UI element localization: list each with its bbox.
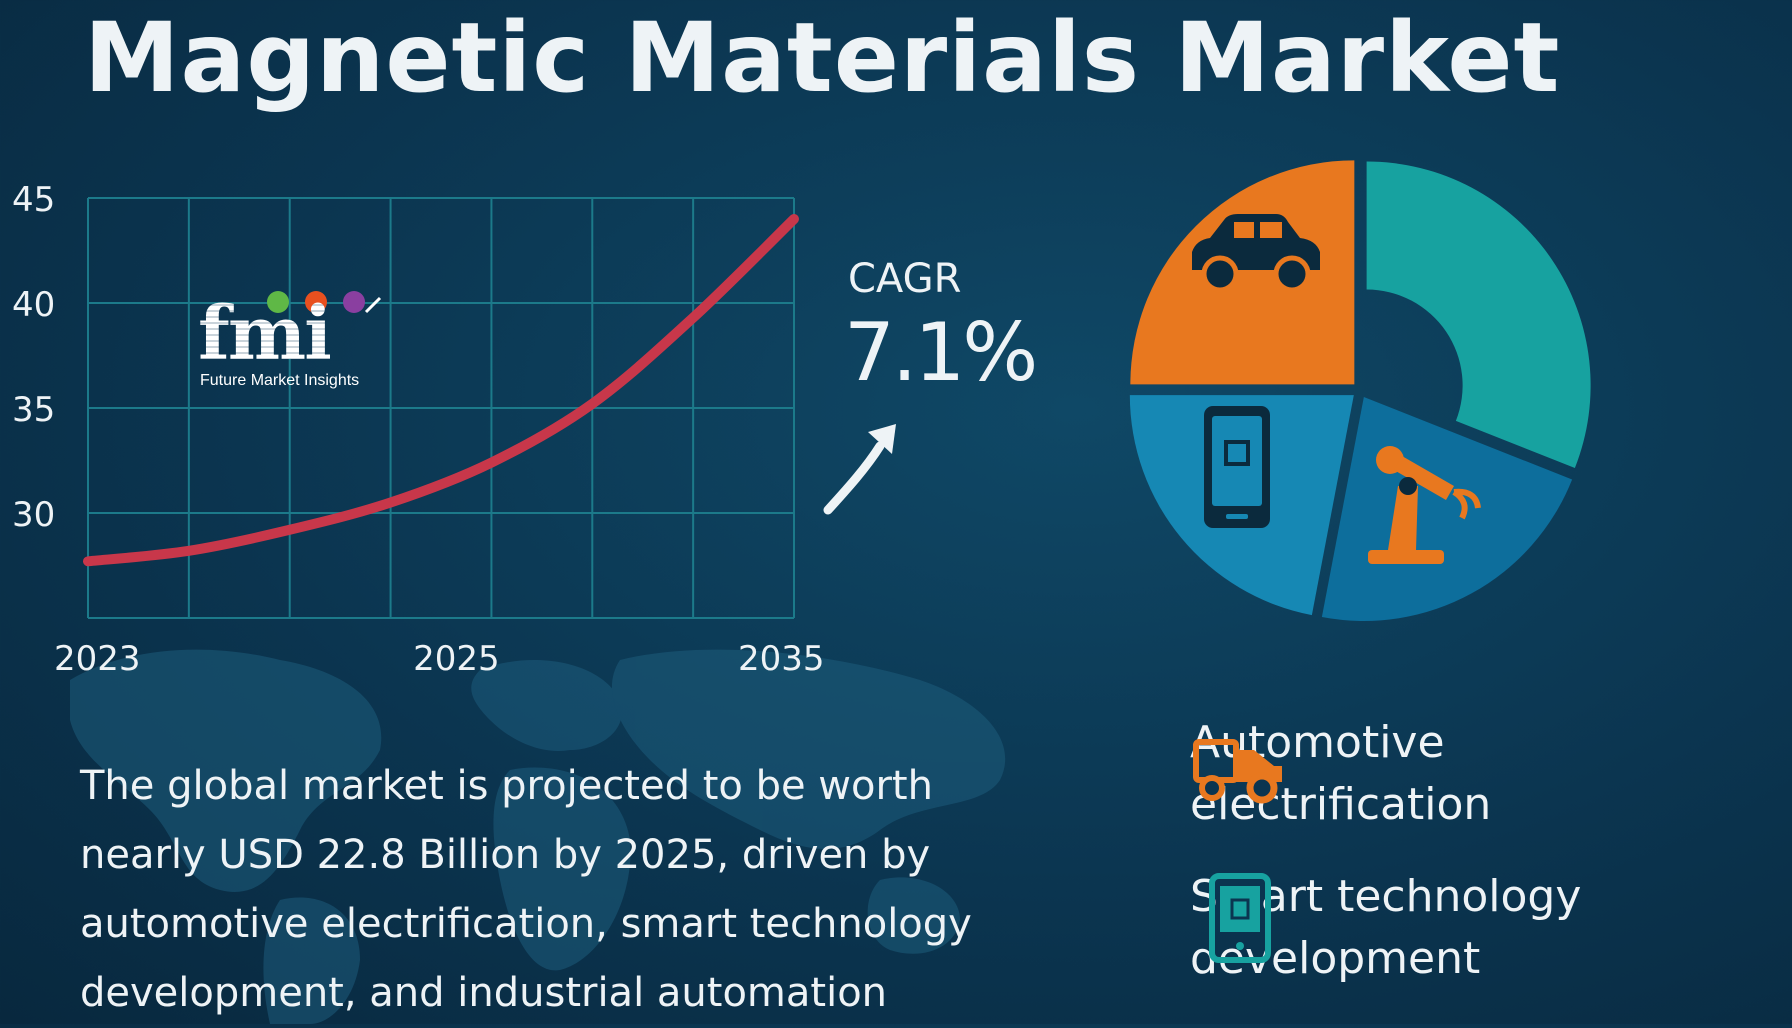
logo-subtitle: Future Market Insights <box>200 372 360 389</box>
car-window <box>1234 222 1254 238</box>
robot-arm-icon <box>1368 446 1481 564</box>
robot-joint-dot <box>1399 477 1417 495</box>
x-tick-label: 2025 <box>413 639 500 679</box>
segment-pie-chart <box>1129 160 1591 622</box>
logo-wordmark: fmi <box>198 291 332 377</box>
y-tick-label: 30 <box>12 495 55 535</box>
smartphone-chip-icon <box>1209 873 1271 963</box>
smartphone-chip-icon <box>1204 406 1270 528</box>
market-description: The global market is projected to be wor… <box>80 763 972 1016</box>
logo-dots-icon <box>267 291 382 314</box>
robot-upper-arm <box>1394 456 1454 500</box>
growth-line-chart: 30 35 40 45 2023 2025 2035 <box>12 180 825 679</box>
fmi-logo: fmi Future Market Insights <box>198 288 388 398</box>
y-tick-label: 35 <box>12 390 55 430</box>
world-map-background <box>70 649 1006 1024</box>
phone-screen <box>1212 416 1262 506</box>
y-tick-label: 40 <box>12 285 55 325</box>
pie-slice <box>1366 161 1591 468</box>
up-arrow-icon <box>823 424 896 515</box>
pie-slice <box>1130 160 1355 385</box>
phone-button <box>1226 514 1248 519</box>
car-window <box>1260 222 1282 238</box>
car-wheel <box>1273 255 1311 293</box>
car-wheel <box>1201 255 1239 293</box>
x-tick-label: 2035 <box>738 639 825 679</box>
cagr-label: CAGR <box>848 256 962 302</box>
car-icon <box>1192 214 1320 293</box>
y-tick-label: 45 <box>12 180 55 220</box>
cagr-value: 7.1% <box>844 306 1038 399</box>
ev-truck-icon <box>1193 739 1282 804</box>
robot-base <box>1368 550 1444 564</box>
phone-chip <box>1224 440 1250 466</box>
page-title: Magnetic Materials Market <box>84 2 1561 114</box>
robot-gripper <box>1452 488 1481 520</box>
x-tick-label: 2023 <box>54 639 141 679</box>
series-line <box>83 214 799 567</box>
robot-lower-arm <box>1388 486 1418 550</box>
